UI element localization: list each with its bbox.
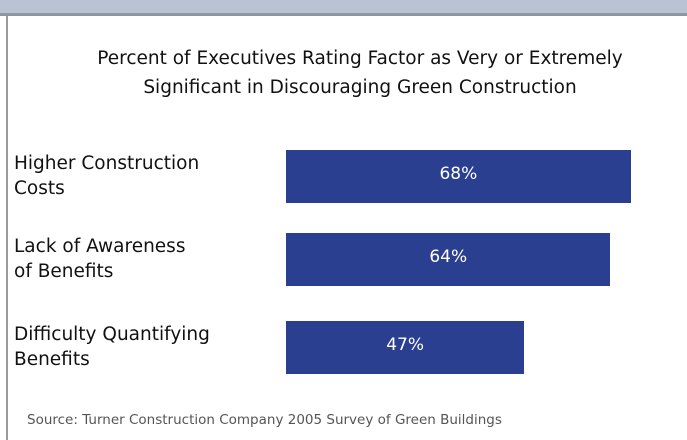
category-label: Lack of Awareness of Benefits — [14, 236, 186, 282]
chart-title: Percent of Executives Rating Factor as V… — [97, 48, 623, 69]
chart-subtitle: Significant in Discouraging Green Constr… — [143, 77, 577, 98]
bar — [286, 233, 611, 286]
value-label: 68% — [439, 164, 478, 184]
header-bar — [0, 0, 687, 16]
bar — [286, 321, 525, 374]
frame-border — [6, 16, 8, 440]
category-label: Higher Construction Costs — [14, 153, 200, 199]
value-label: 64% — [429, 247, 468, 267]
source-note: Source: Turner Construction Company 2005… — [27, 412, 502, 428]
category-label: Difficulty Quantifying Benefits — [14, 324, 210, 370]
value-label: 47% — [386, 335, 425, 355]
bar — [286, 150, 631, 203]
